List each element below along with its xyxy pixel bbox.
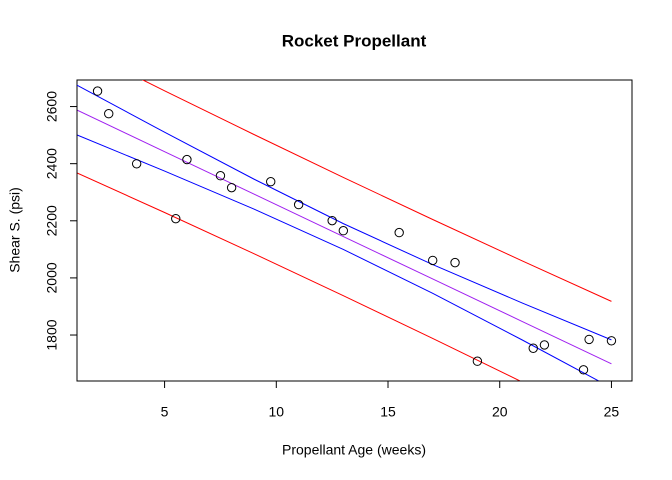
data-point — [92, 86, 103, 96]
band-line — [77, 84, 612, 341]
data-point — [578, 365, 589, 375]
data-point — [606, 336, 617, 346]
data-point — [428, 255, 438, 266]
y-tick-label: 1800 — [44, 319, 60, 350]
data-point — [327, 215, 337, 226]
y-axis-label: Shear S. (psi) — [7, 187, 23, 273]
data-point — [394, 227, 404, 238]
data-point — [131, 159, 142, 169]
data-point — [539, 340, 550, 350]
band-line — [77, 109, 612, 365]
data-point — [293, 199, 304, 210]
data-point — [472, 356, 483, 366]
x-axis-label: Propellant Age (weeks) — [282, 442, 426, 458]
y-tick-label: 2000 — [44, 262, 60, 293]
data-point — [338, 226, 349, 236]
x-tick-label: 20 — [492, 404, 508, 420]
data-point — [528, 343, 538, 353]
x-tick-label: 5 — [161, 404, 169, 420]
data-point — [182, 154, 192, 165]
x-tick-label: 15 — [380, 404, 396, 420]
data-point — [450, 257, 460, 268]
band-line — [77, 172, 522, 381]
y-tick-label: 2400 — [44, 148, 60, 179]
data-point — [104, 108, 114, 119]
x-tick-label: 25 — [604, 404, 620, 420]
data-point — [171, 213, 181, 224]
y-tick-label: 2200 — [44, 205, 60, 236]
x-tick-label: 10 — [269, 404, 285, 420]
data-point — [226, 182, 237, 193]
plot-area — [77, 80, 617, 381]
chart-title: Rocket Propellant — [282, 31, 427, 50]
data-point — [215, 170, 226, 181]
band-line — [77, 134, 600, 381]
data-point — [266, 177, 276, 187]
data-point — [584, 334, 594, 345]
band-line — [141, 80, 612, 302]
y-tick-label: 2600 — [44, 91, 60, 122]
